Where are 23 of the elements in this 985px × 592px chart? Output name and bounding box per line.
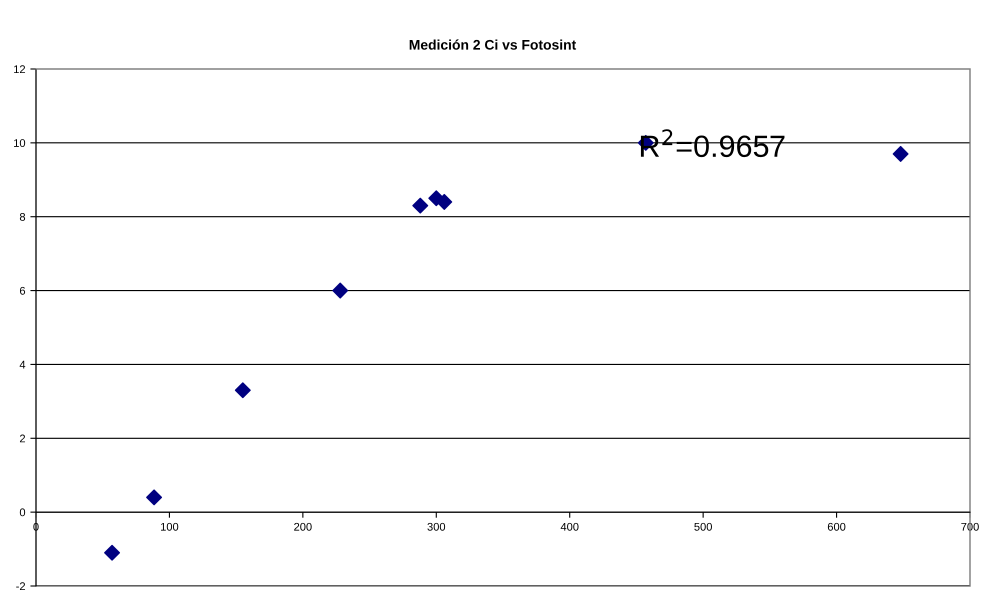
x-tick-label: 600 — [828, 522, 846, 531]
chart-title: Medición 2 Ci vs Fotosint — [410, 39, 576, 50]
point — [412, 198, 428, 214]
point — [332, 282, 348, 299]
y-tick-label: 10 — [14, 139, 26, 147]
y-tick-label: 0 — [20, 508, 26, 516]
x-tick-label: 100 — [161, 522, 178, 531]
x-tick-label: 200 — [294, 522, 312, 531]
x-tick-label: 300 — [427, 522, 446, 531]
y-tick-label: 12 — [14, 65, 26, 74]
point — [104, 544, 120, 561]
y-tick-label: 8 — [20, 212, 26, 221]
y-tick-label: 2 — [20, 434, 26, 442]
x-tick-label: 400 — [560, 522, 579, 531]
point — [146, 489, 162, 506]
point — [892, 146, 909, 162]
point — [234, 382, 251, 398]
y-tick-label: -2 — [16, 582, 26, 590]
y-tick-label: 4 — [20, 360, 26, 368]
y-tick-label: 6 — [20, 286, 26, 295]
x-tick-label: 500 — [694, 522, 712, 531]
point — [436, 194, 452, 210]
x-tick-label: 700 — [961, 522, 979, 531]
